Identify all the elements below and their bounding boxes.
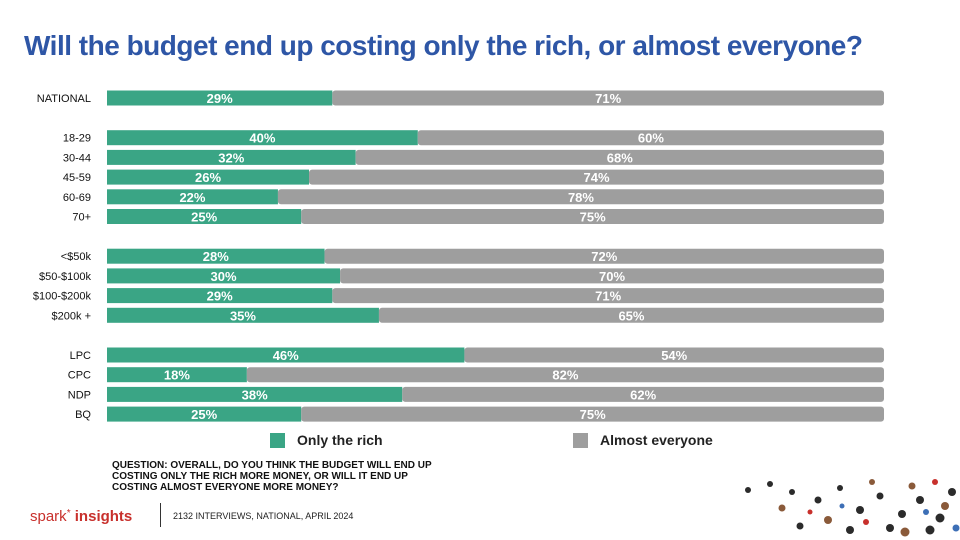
bar-almost-everyone-30-44	[355, 149, 884, 165]
bar-only-the-rich-ndp	[107, 386, 403, 402]
survey-question: QUESTION: OVERALL, DO YOU THINK THE BUDG…	[112, 460, 432, 493]
logo-star-icon: *	[66, 508, 71, 519]
data-label-almost-everyone-50k: 72%	[591, 249, 617, 264]
data-label-only-the-rich-cpc: 18%	[164, 368, 190, 383]
category-label-50-100k: $50-$100k	[39, 271, 91, 283]
data-label-only-the-rich-70: 25%	[191, 210, 217, 225]
data-label-almost-everyone-national: 71%	[595, 91, 621, 106]
data-label-almost-everyone-cpc: 82%	[552, 368, 578, 383]
logo-text-light: spark	[30, 508, 67, 525]
legend-label-only-rich: Only the rich	[297, 432, 383, 448]
bar-only-the-rich-100-200k	[107, 288, 333, 304]
data-label-only-the-rich-50-100k: 30%	[211, 269, 237, 284]
bar-almost-everyone-bq	[301, 406, 884, 422]
bar-almost-everyone-national	[332, 90, 885, 106]
data-label-only-the-rich-national: 29%	[207, 91, 233, 106]
bar-only-the-rich-200k	[107, 307, 379, 323]
bar-only-the-rich-cpc	[107, 367, 247, 383]
data-label-only-the-rich-ndp: 38%	[242, 387, 268, 402]
legend-swatch-only-rich	[270, 432, 285, 448]
legend-swatch-almost-everyone	[573, 432, 588, 448]
bar-almost-everyone-70	[301, 209, 884, 224]
legend-item-only-rich: Only the rich	[270, 432, 383, 448]
category-label-45-59: 45-59	[63, 172, 91, 184]
data-label-almost-everyone-lpc: 54%	[661, 348, 687, 363]
bar-only-the-rich-50-100k	[107, 268, 341, 284]
legend-label-almost-everyone: Almost everyone	[600, 432, 713, 448]
bar-almost-everyone-50k	[324, 248, 884, 264]
data-label-almost-everyone-100-200k: 71%	[595, 289, 621, 304]
chart-title: Will the budget end up costing only the …	[24, 30, 863, 61]
data-label-almost-everyone-70: 75%	[580, 210, 606, 225]
data-label-only-the-rich-18-29: 40%	[249, 131, 275, 146]
bar-only-the-rich-lpc	[107, 347, 465, 363]
bar-almost-everyone-lpc	[464, 347, 884, 363]
spark-insights-logo: spark* insights	[30, 508, 132, 525]
data-label-only-the-rich-100-200k: 29%	[207, 289, 233, 304]
bar-only-the-rich-45-59	[107, 169, 310, 185]
bar-almost-everyone-ndp	[402, 386, 884, 402]
data-label-only-the-rich-45-59: 26%	[195, 170, 221, 185]
bar-only-the-rich-70	[107, 209, 302, 224]
data-label-almost-everyone-50-100k: 70%	[599, 269, 625, 284]
category-label-bq: BQ	[75, 409, 91, 421]
bar-almost-everyone-60-69	[277, 189, 884, 205]
category-label-lpc: LPC	[70, 350, 91, 362]
data-label-only-the-rich-60-69: 22%	[179, 190, 205, 205]
bar-only-the-rich-18-29	[107, 130, 418, 146]
bar-almost-everyone-18-29	[417, 130, 884, 146]
category-label-cpc: CPC	[68, 370, 91, 382]
data-label-almost-everyone-45-59: 74%	[583, 170, 609, 185]
bar-only-the-rich-national	[107, 90, 333, 106]
category-label-18-29: 18-29	[63, 133, 91, 145]
data-label-only-the-rich-bq: 25%	[191, 407, 217, 422]
bar-almost-everyone-cpc	[246, 367, 885, 383]
logo-text-bold: insights	[74, 508, 133, 525]
category-label-70: 70+	[72, 212, 91, 224]
category-label-50k: <$50k	[61, 251, 92, 263]
bar-almost-everyone-200k	[378, 307, 884, 323]
bar-almost-everyone-100-200k	[332, 288, 885, 304]
category-label-60-69: 60-69	[63, 192, 91, 204]
data-label-only-the-rich-50k: 28%	[203, 249, 229, 264]
category-label-national: NATIONAL	[37, 93, 91, 105]
bar-only-the-rich-50k	[107, 248, 325, 264]
category-label-30-44: 30-44	[63, 152, 91, 164]
bar-almost-everyone-45-59	[309, 169, 884, 185]
data-label-only-the-rich-lpc: 46%	[273, 348, 299, 363]
data-label-almost-everyone-18-29: 60%	[638, 131, 664, 146]
data-label-only-the-rich-30-44: 32%	[218, 150, 244, 165]
bar-almost-everyone-50-100k	[340, 268, 885, 284]
stacked-bar-chart: NATIONAL 29% 71% 18-29 40% 60% 30-44 32% 68% 45-5…	[33, 90, 885, 422]
data-label-only-the-rich-200k: 35%	[230, 308, 256, 323]
data-label-almost-everyone-ndp: 62%	[630, 387, 656, 402]
data-label-almost-everyone-30-44: 68%	[607, 150, 633, 165]
legend-item-almost-everyone: Almost everyone	[573, 432, 713, 448]
data-label-almost-everyone-60-69: 78%	[568, 190, 594, 205]
data-label-almost-everyone-200k: 65%	[618, 308, 644, 323]
bar-only-the-rich-60-69	[107, 189, 278, 205]
category-label-ndp: NDP	[68, 389, 91, 401]
category-label-100-200k: $100-$200k	[33, 291, 92, 303]
footer-divider	[160, 503, 161, 527]
bar-only-the-rich-30-44	[107, 149, 356, 165]
crowd-decoration-image	[745, 479, 960, 537]
bar-only-the-rich-bq	[107, 406, 302, 422]
footer-note: 2132 INTERVIEWS, NATIONAL, APRIL 2024	[173, 511, 354, 521]
data-label-almost-everyone-bq: 75%	[580, 407, 606, 422]
category-label-200k: $200k +	[52, 310, 91, 322]
